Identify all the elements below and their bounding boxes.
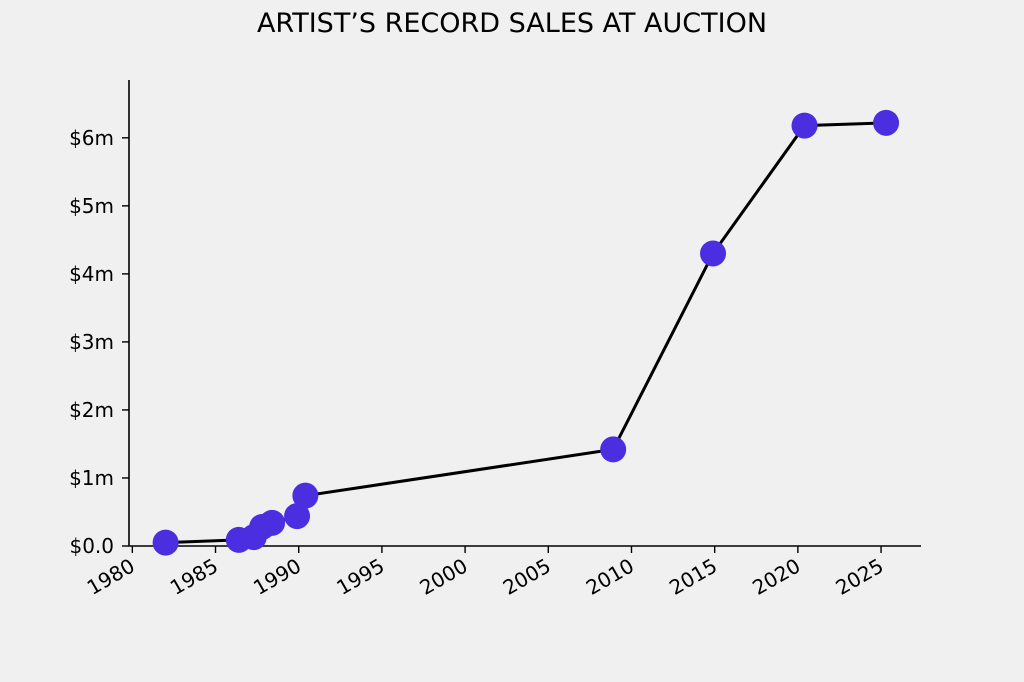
data-point [600,436,627,463]
y-tick-label: $6m [69,126,114,150]
x-tick-label: 2015 [665,554,721,600]
x-tick-label: 2010 [582,554,638,600]
data-point [292,482,319,509]
data-point [152,529,179,556]
x-tick-label: 2025 [831,554,887,600]
data-point [284,503,311,530]
x-tick-label: 1985 [166,554,222,600]
series-line [165,121,887,545]
y-tick-label: $3m [69,330,114,354]
x-tick-label: 2000 [416,554,472,600]
data-point [873,109,900,136]
data-point [791,112,818,139]
y-tick-label: $4m [69,262,114,286]
y-tick-label: $5m [69,194,114,218]
y-tick-label: $2m [69,398,114,422]
axes: $0.0 $1m $2m $3m $4m $5m $6m 1980 1985 1990 1995 20… [69,80,921,600]
x-tick-label: 1990 [249,554,305,600]
data-point [700,240,727,267]
x-tick-label: 2005 [499,554,555,600]
y-tick-label: $1m [69,466,114,490]
y-tick-label: $0.0 [69,534,114,558]
plot-area [152,109,900,556]
chart-title: ARTIST’S RECORD SALES AT AUCTION [256,8,768,39]
x-tick-label: 1980 [83,554,139,600]
x-tick-label: 1995 [332,554,388,600]
x-tick-label: 2020 [748,554,804,600]
data-point [259,509,286,536]
